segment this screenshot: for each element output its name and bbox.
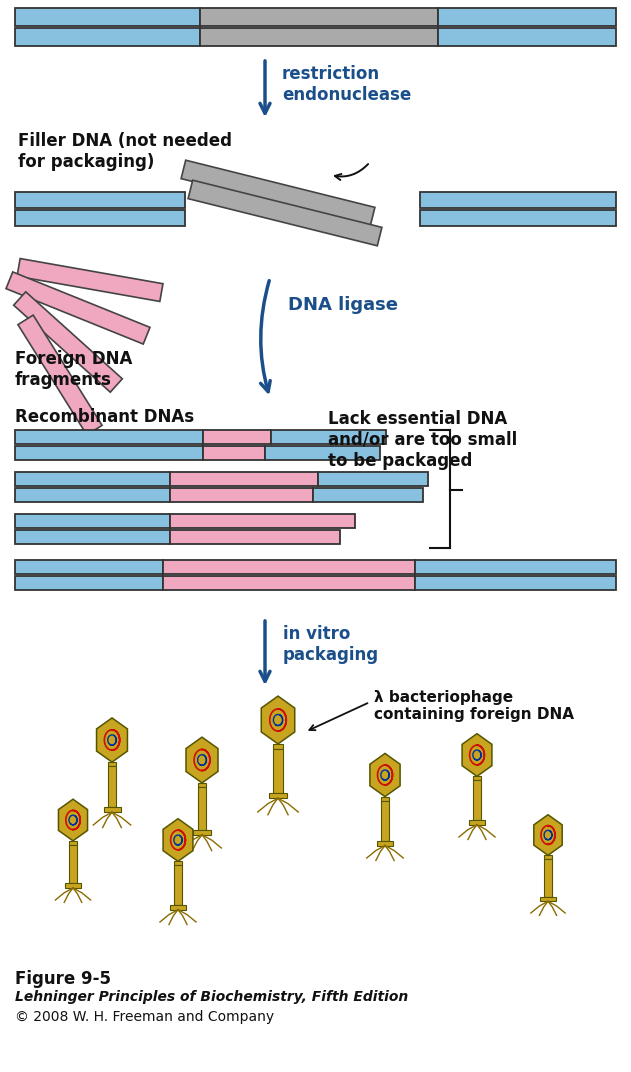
- Bar: [415, 560, 616, 574]
- Text: Figure 9-5: Figure 9-5: [15, 970, 111, 988]
- Text: Lack essential DNA
and/or are too small
to be packaged: Lack essential DNA and/or are too small …: [328, 410, 517, 470]
- Bar: [15, 576, 163, 590]
- Text: Recombinant DNAs: Recombinant DNAs: [15, 408, 194, 426]
- Polygon shape: [370, 754, 400, 796]
- Bar: [15, 210, 185, 226]
- Bar: [108, 766, 116, 807]
- Bar: [174, 861, 182, 865]
- Bar: [198, 783, 206, 787]
- Bar: [108, 762, 116, 766]
- Bar: [381, 801, 389, 840]
- Bar: [473, 780, 481, 820]
- Bar: [15, 192, 185, 208]
- Bar: [174, 865, 182, 905]
- Bar: [438, 8, 616, 26]
- Bar: [271, 430, 386, 444]
- Bar: [65, 883, 81, 888]
- Polygon shape: [18, 315, 102, 435]
- Polygon shape: [59, 800, 88, 840]
- Bar: [420, 192, 616, 208]
- Bar: [170, 488, 313, 502]
- Bar: [15, 8, 200, 26]
- Bar: [265, 446, 380, 460]
- Text: Foreign DNA
fragments: Foreign DNA fragments: [15, 349, 133, 389]
- Bar: [438, 28, 616, 46]
- Text: in vitro
packaging: in vitro packaging: [283, 625, 379, 664]
- Text: Filler DNA (not needed
for packaging): Filler DNA (not needed for packaging): [18, 132, 232, 170]
- Bar: [15, 530, 170, 544]
- Bar: [318, 472, 428, 486]
- Bar: [420, 210, 616, 226]
- Bar: [103, 807, 121, 813]
- Bar: [15, 446, 203, 460]
- Polygon shape: [17, 258, 163, 301]
- Bar: [170, 905, 186, 910]
- Polygon shape: [186, 738, 218, 783]
- Bar: [69, 845, 77, 883]
- Bar: [198, 787, 206, 830]
- Polygon shape: [534, 815, 562, 855]
- Bar: [163, 560, 415, 574]
- Bar: [469, 820, 485, 824]
- Bar: [269, 792, 287, 799]
- Polygon shape: [462, 733, 492, 776]
- Text: DNA ligase: DNA ligase: [288, 296, 398, 314]
- Bar: [163, 576, 415, 590]
- Bar: [377, 840, 393, 846]
- Bar: [69, 840, 77, 845]
- Polygon shape: [6, 272, 150, 344]
- Polygon shape: [188, 180, 382, 245]
- Text: λ bacteriophage
containing foreign DNA: λ bacteriophage containing foreign DNA: [374, 690, 574, 723]
- Polygon shape: [163, 819, 193, 861]
- Text: © 2008 W. H. Freeman and Company: © 2008 W. H. Freeman and Company: [15, 1010, 274, 1024]
- Bar: [415, 576, 616, 590]
- Polygon shape: [181, 160, 375, 226]
- Bar: [15, 472, 170, 486]
- Bar: [15, 488, 170, 502]
- Polygon shape: [14, 292, 122, 392]
- Bar: [540, 896, 556, 902]
- Bar: [170, 472, 318, 486]
- Bar: [203, 446, 265, 460]
- Polygon shape: [261, 696, 295, 744]
- Bar: [15, 430, 203, 444]
- Bar: [15, 560, 163, 574]
- Bar: [313, 488, 423, 502]
- Bar: [200, 28, 438, 46]
- Bar: [200, 8, 438, 26]
- Text: Lehninger Principles of Biochemistry, Fifth Edition: Lehninger Principles of Biochemistry, Fi…: [15, 991, 408, 1004]
- Bar: [15, 28, 200, 46]
- Polygon shape: [97, 718, 127, 762]
- Bar: [193, 830, 211, 835]
- Text: restriction
endonuclease: restriction endonuclease: [282, 65, 411, 104]
- Bar: [544, 859, 552, 896]
- Bar: [273, 744, 283, 748]
- Bar: [544, 855, 552, 859]
- Bar: [170, 513, 355, 528]
- Bar: [381, 796, 389, 801]
- Bar: [170, 530, 340, 544]
- Bar: [273, 748, 283, 792]
- Bar: [473, 776, 481, 780]
- Bar: [15, 513, 170, 528]
- Bar: [203, 430, 271, 444]
